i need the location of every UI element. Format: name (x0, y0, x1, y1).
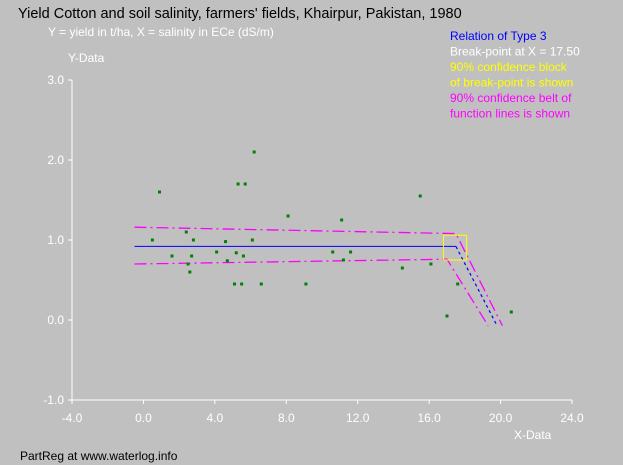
data-point (349, 250, 353, 254)
y-tick-label: 2.0 (47, 153, 64, 167)
x-tick-label: 0.0 (135, 411, 152, 425)
legend-entry: of break-point is shown (450, 76, 573, 90)
data-point (186, 262, 190, 266)
data-point (400, 266, 404, 270)
data-point (240, 282, 244, 286)
data-point (250, 238, 254, 242)
data-point (184, 230, 188, 234)
axes: -4.0 0.0 4.0 8.0 12.0 16.0 20.0 24.0 -1.0 0.0 1.0 2… (43, 73, 584, 425)
legend-entry: Relation of Type 3 (450, 29, 547, 43)
x-tick-label: 16.0 (417, 411, 441, 425)
data-point (456, 282, 460, 286)
data-point (252, 150, 256, 154)
data-point (233, 282, 236, 286)
data-point (241, 254, 245, 258)
legend: Relation of Type 3 Break-point at X = 17.… (450, 29, 580, 121)
data-point (331, 250, 335, 254)
breakpoint-block (442, 234, 468, 261)
data-point (259, 282, 263, 286)
y-axis-label: Y-Data (68, 51, 105, 65)
confidence-belt-upper (134, 226, 503, 326)
data-points (150, 150, 513, 318)
x-tick-label: 24.0 (560, 411, 584, 425)
breakpoint-confidence-block (442, 234, 468, 261)
chart-subtitle: Y = yield in t/ha, X = salinity in ECe (… (48, 25, 274, 39)
data-point (215, 250, 219, 254)
data-point (341, 258, 345, 262)
legend-entry: function lines is shown (450, 107, 570, 121)
data-point (224, 240, 228, 244)
x-tick-label: 4.0 (207, 411, 224, 425)
data-point (418, 194, 422, 198)
legend-entry: Break-point at X = 17.50 (450, 45, 580, 59)
data-point (236, 182, 240, 186)
x-axis-label: X-Data (514, 428, 552, 442)
data-point (170, 254, 174, 258)
x-tick-label: 12.0 (346, 411, 370, 425)
y-tick-label: 0.0 (47, 313, 64, 327)
footer-credit: PartReg at www.waterlog.info (20, 449, 178, 463)
y-tick-label: 1.0 (47, 233, 64, 247)
legend-entry: 90% confidence block (450, 60, 568, 74)
fit-line-descending (455, 246, 498, 326)
data-point (509, 310, 513, 314)
data-point (304, 282, 308, 286)
y-tick-label: 3.0 (47, 73, 64, 87)
x-tick-label: -4.0 (62, 411, 83, 425)
data-point (429, 262, 433, 266)
data-point (158, 190, 161, 194)
data-point (150, 238, 154, 242)
fit-line (134, 245, 498, 326)
data-point (286, 214, 290, 218)
x-tick-label: 20.0 (489, 411, 513, 425)
data-point (190, 254, 194, 258)
y-tick-label: -1.0 (43, 393, 64, 407)
data-point (243, 182, 247, 186)
confidence-belt (134, 226, 503, 326)
data-point (191, 238, 195, 242)
data-point (225, 259, 229, 263)
confidence-belt-lower (134, 258, 489, 326)
legend-entry: 90% confidence belt of (450, 91, 572, 105)
data-point (445, 314, 449, 318)
data-point (188, 270, 192, 274)
x-tick-label: 8.0 (278, 411, 295, 425)
chart-title: Yield Cotton and soil salinity, farmers'… (18, 6, 462, 22)
data-point (340, 218, 344, 222)
data-point (234, 251, 238, 255)
